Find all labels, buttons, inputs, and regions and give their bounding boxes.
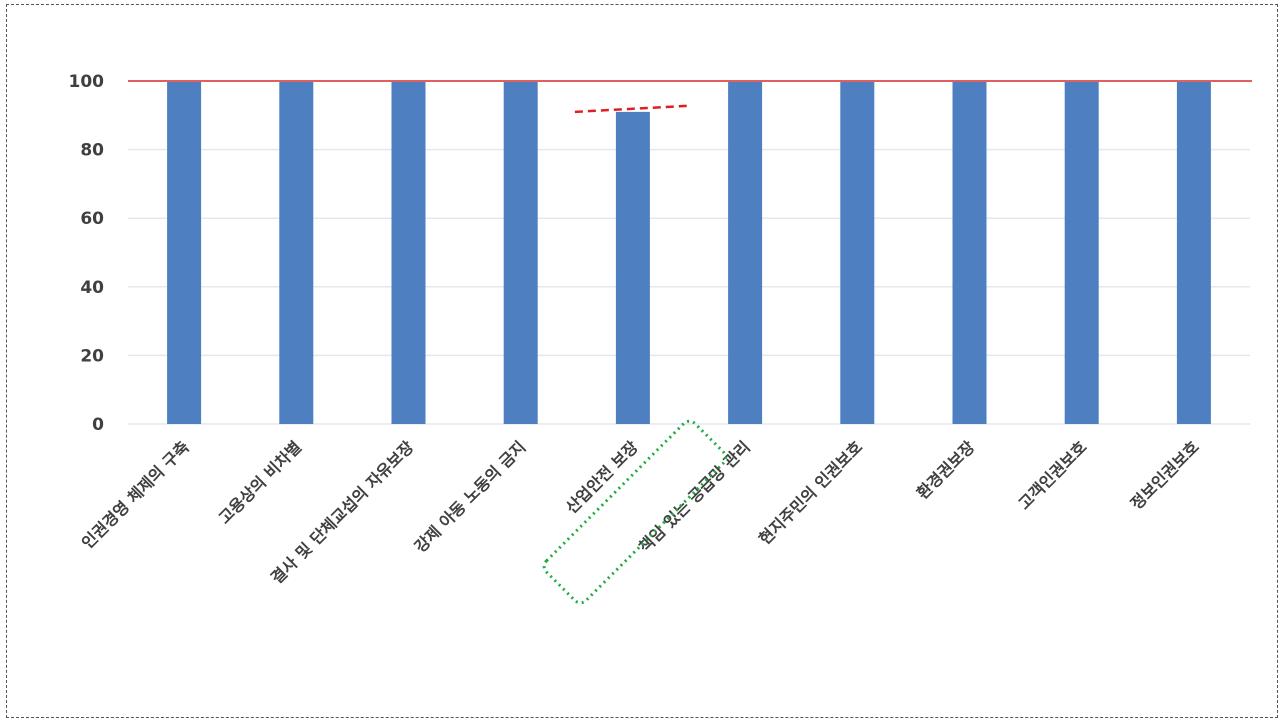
bar	[1064, 81, 1099, 424]
y-tick-label: 40	[80, 278, 104, 298]
bar	[167, 81, 202, 424]
x-tick-label: 현지주민의 인권보호	[755, 437, 866, 548]
y-tick-label: 100	[69, 72, 105, 92]
bar	[615, 111, 650, 425]
bar	[391, 81, 426, 424]
bar	[1176, 81, 1211, 424]
chart-frame	[6, 4, 1278, 718]
x-tick-label: 강제 아동 노동의 금지	[411, 437, 530, 556]
x-tick-label: 인권경영 체제의 구축	[78, 437, 193, 552]
highlight-annotations	[542, 104, 728, 605]
y-tick-label: 80	[80, 141, 104, 161]
y-tick-label: 0	[92, 415, 104, 435]
x-tick-label: 정보인권보호	[1127, 437, 1203, 513]
y-tick-label: 20	[80, 346, 104, 366]
x-tick-label: 환경권보장	[913, 437, 979, 503]
bars	[167, 81, 1211, 425]
highlight-box	[542, 419, 728, 605]
x-tick-label: 고객인권보호	[1015, 437, 1091, 513]
bar	[279, 81, 314, 424]
bar	[840, 81, 875, 424]
x-tick-label: 책임 있는 공급망 관리	[635, 437, 754, 556]
y-tick-label: 60	[80, 209, 104, 229]
x-tick-label: 고용상의 비차별	[215, 437, 305, 527]
highlight-dash-line	[574, 104, 687, 114]
y-axis-ticks: 0 20 40 60 80 100	[69, 72, 105, 435]
bar	[728, 81, 763, 424]
bar	[503, 81, 538, 424]
bar	[952, 81, 987, 424]
